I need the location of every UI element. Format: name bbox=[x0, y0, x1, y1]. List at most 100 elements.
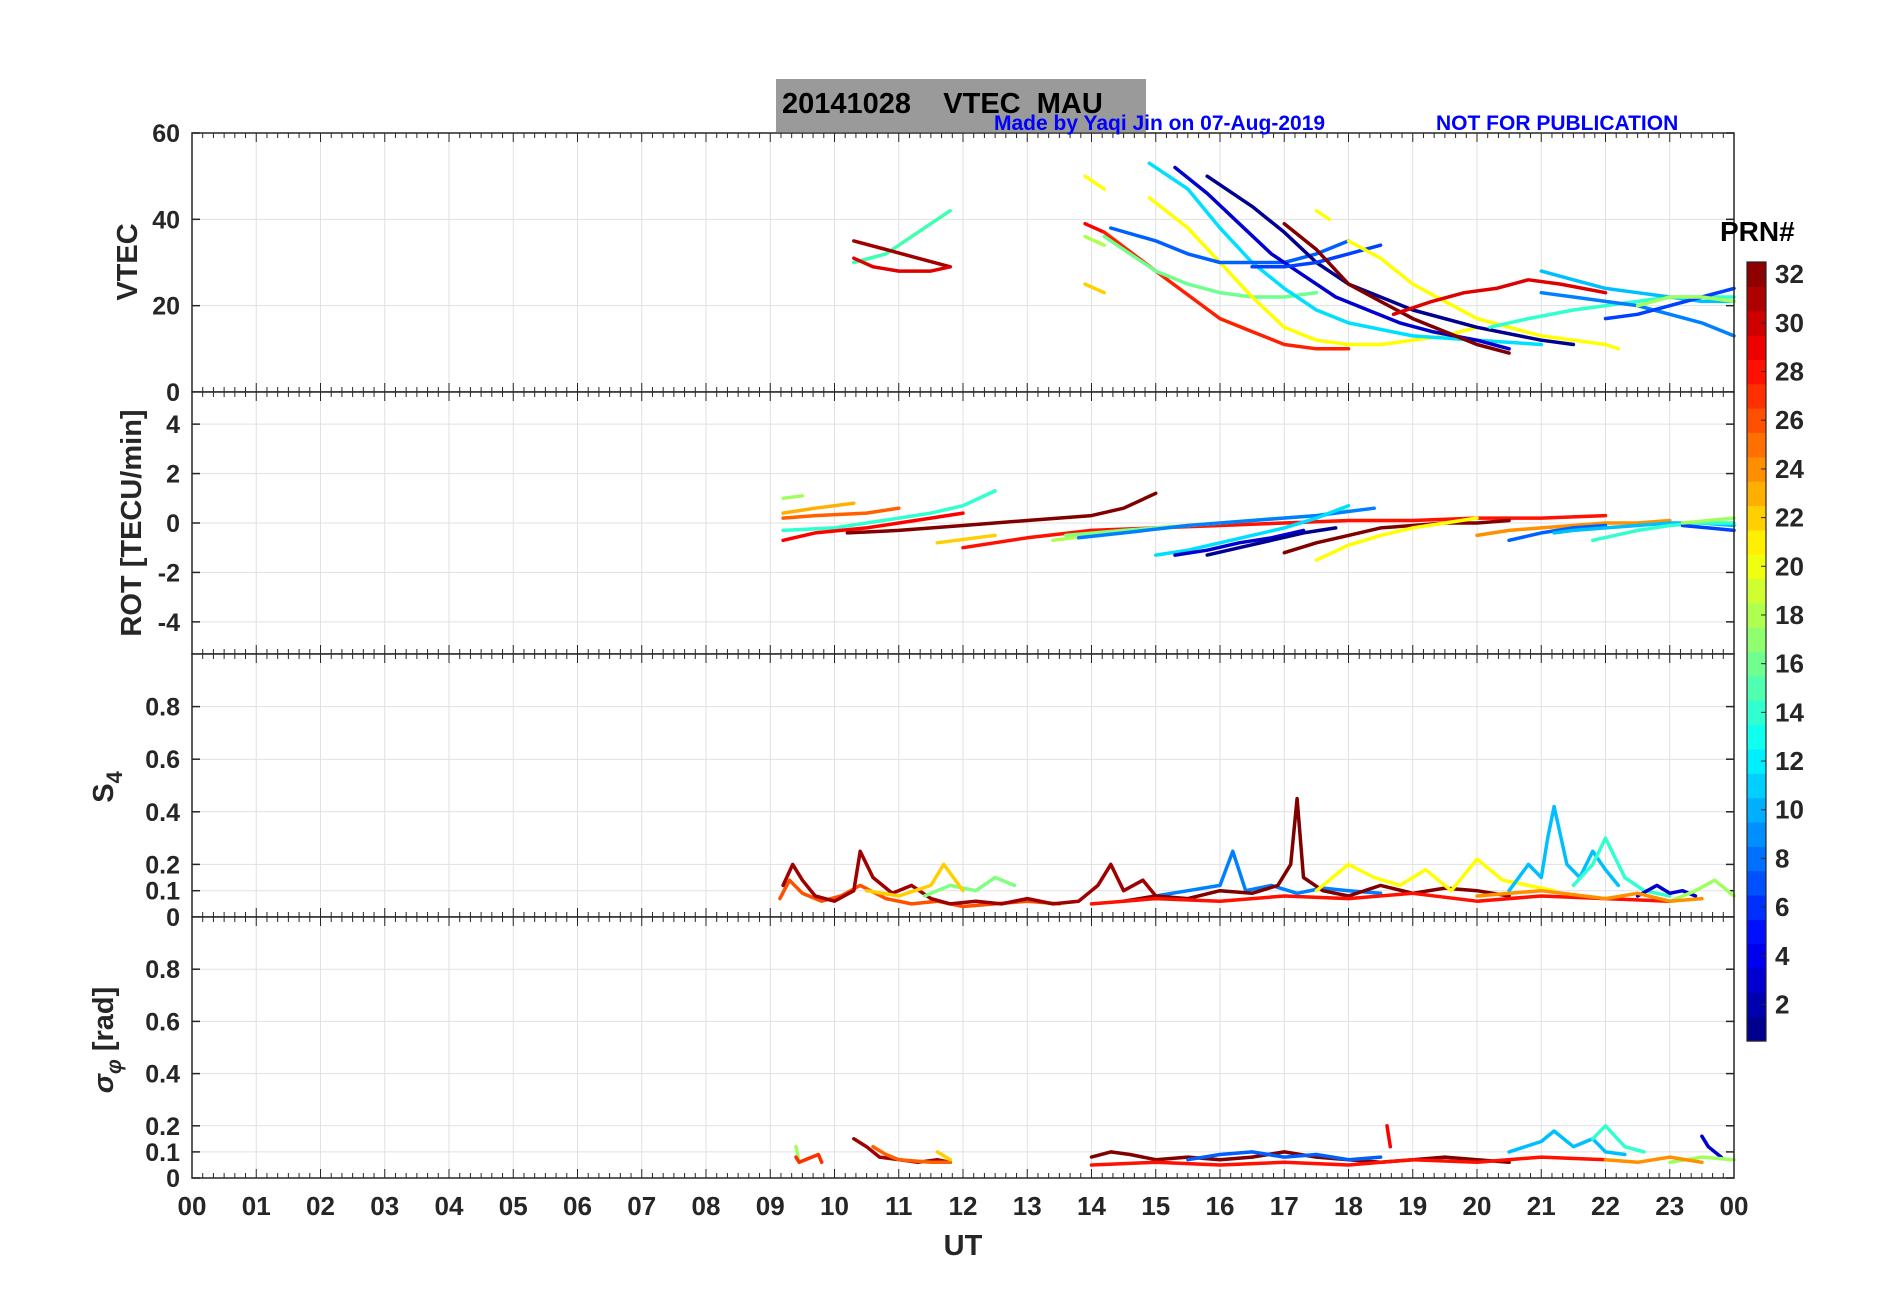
rot-series-line-14 bbox=[1282, 518, 1511, 555]
rot-series-line-12 bbox=[1173, 528, 1306, 557]
xtick-label: 00 bbox=[1720, 1191, 1749, 1221]
s4-series-line-2 bbox=[922, 875, 1017, 898]
colorbar-tick-label: 8 bbox=[1775, 843, 1789, 873]
colorbar-tick-label: 24 bbox=[1775, 454, 1804, 484]
colorbar-segment bbox=[1747, 286, 1766, 312]
sigphi-series-line-1 bbox=[794, 1152, 824, 1165]
rot-series-line-1 bbox=[781, 501, 856, 515]
rot-series-line-13 bbox=[1205, 526, 1338, 557]
xtick-label: 04 bbox=[435, 1191, 464, 1221]
sigphi-series-line-5 bbox=[1089, 1150, 1511, 1165]
vtec-series-line-4 bbox=[1083, 282, 1107, 295]
vtec-series-line-15 bbox=[1282, 221, 1511, 355]
vtec-series-line-1 bbox=[852, 239, 952, 269]
xtick-label: 03 bbox=[370, 1191, 399, 1221]
colorbar-segment bbox=[1747, 359, 1766, 385]
sigphi-series-line-6 bbox=[1186, 1150, 1383, 1162]
colorbar-segment bbox=[1747, 481, 1766, 507]
vtec-series-line-17 bbox=[1346, 239, 1621, 351]
rot-series-line-4 bbox=[781, 511, 965, 543]
sigphi-ytick-label: 0.2 bbox=[145, 1113, 180, 1141]
colorbar-segment bbox=[1747, 919, 1766, 945]
rot-ytick-label: -4 bbox=[158, 609, 180, 637]
rot-ytick-label: 2 bbox=[166, 461, 180, 489]
colorbar-tick-label: 30 bbox=[1775, 308, 1804, 338]
xtick-label: 11 bbox=[885, 1191, 913, 1221]
s4-ytick-label: 0.2 bbox=[145, 851, 180, 879]
s4-ytick-label: 0.1 bbox=[145, 878, 180, 906]
colorbar-tick-label: 4 bbox=[1775, 941, 1790, 971]
colorbar-segment bbox=[1747, 894, 1766, 920]
xtick-label: 05 bbox=[499, 1191, 528, 1221]
sigphi-series-line-11 bbox=[1700, 1134, 1723, 1159]
colorbar-segment bbox=[1747, 870, 1766, 896]
s4-series-line-11 bbox=[1089, 891, 1672, 906]
vtec-series-line-3 bbox=[1083, 174, 1107, 191]
title-box bbox=[776, 79, 1146, 132]
s4-series-line-7 bbox=[1507, 804, 1621, 893]
rot-series-line-0 bbox=[781, 494, 805, 501]
xtick-label: 06 bbox=[563, 1191, 592, 1221]
xtick-label: 16 bbox=[1206, 1191, 1235, 1221]
xtick-label: 20 bbox=[1463, 1191, 1492, 1221]
vtec-series-line-14 bbox=[1250, 243, 1383, 269]
s4-ytick-label: 0.8 bbox=[145, 694, 180, 722]
colorbar-segment bbox=[1747, 700, 1766, 726]
rot-series-line-15 bbox=[1314, 516, 1479, 562]
s4-series-line-3 bbox=[864, 862, 965, 898]
colorbar-tick-label: 2 bbox=[1775, 989, 1789, 1019]
colorbar-segment bbox=[1747, 846, 1766, 872]
colorbar-segment bbox=[1747, 383, 1766, 409]
s4-series-line-4 bbox=[1154, 849, 1383, 898]
colorbar-segment bbox=[1747, 651, 1766, 677]
vtec-series-line-2 bbox=[852, 256, 952, 273]
vtec-series-line-23 bbox=[1635, 295, 1736, 308]
sigphi-series-line-4 bbox=[935, 1150, 952, 1162]
colorbar-tick-label: 32 bbox=[1775, 259, 1804, 289]
colorbar-segment bbox=[1747, 992, 1766, 1018]
xtick-label: 17 bbox=[1270, 1191, 1299, 1221]
vtec-series-line-22 bbox=[1603, 286, 1736, 321]
colorbar-segment bbox=[1747, 797, 1766, 823]
rot-series-line-21 bbox=[1680, 516, 1736, 525]
s4-ylabel: S4 bbox=[88, 770, 127, 802]
vtec-series-line-9 bbox=[1147, 196, 1479, 347]
colorbar-title: PRN# bbox=[1720, 216, 1795, 247]
sigphi-series-line-8 bbox=[1089, 1155, 1608, 1167]
s4-ytick-label: 0 bbox=[166, 904, 180, 932]
vtec-ytick-label: 40 bbox=[152, 206, 180, 234]
colorbar-segment bbox=[1747, 554, 1766, 580]
colorbar-tick-label: 22 bbox=[1775, 503, 1804, 533]
rot-ytick-label: 4 bbox=[166, 411, 180, 439]
chart-title: 20141028 VTEC MAU bbox=[782, 88, 1103, 120]
colorbar-tick-label: 16 bbox=[1775, 649, 1804, 679]
rot-ylabel: ROT [TECU/min] bbox=[116, 409, 148, 636]
vtec-series-line-8 bbox=[1102, 234, 1319, 299]
rot-series-line-20 bbox=[1680, 523, 1736, 533]
colorbar-segment bbox=[1747, 602, 1766, 628]
colorbar-segment bbox=[1747, 578, 1766, 604]
colorbar-segment bbox=[1747, 529, 1766, 555]
s4-ytick-label: 0.4 bbox=[145, 799, 180, 827]
rot-series-line-2 bbox=[781, 506, 901, 520]
colorbar-segment bbox=[1747, 967, 1766, 993]
colorbar-segment bbox=[1747, 943, 1766, 969]
colorbar-segment bbox=[1747, 627, 1766, 653]
sigphi-ytick-label: 0.1 bbox=[145, 1139, 180, 1167]
vtec-series-line-16 bbox=[1314, 208, 1331, 222]
rot-ytick-label: 0 bbox=[166, 510, 180, 538]
vtec-ytick-label: 60 bbox=[152, 120, 180, 148]
xtick-label: 01 bbox=[242, 1191, 271, 1221]
sigphi-series-line-9 bbox=[1507, 1129, 1627, 1157]
vtec-series-line-13 bbox=[1205, 174, 1576, 347]
colorbar-tick-label: 10 bbox=[1775, 795, 1804, 825]
notice-text: NOT FOR PUBLICATION bbox=[1436, 112, 1679, 135]
xtick-label: 07 bbox=[627, 1191, 656, 1221]
vtec-series-line-10 bbox=[1147, 161, 1544, 347]
sigphi-axes-frame bbox=[191, 916, 1735, 1179]
rot-series-line-17 bbox=[1507, 523, 1608, 543]
rot-series-line-11 bbox=[1154, 503, 1351, 557]
rot-series-line-16 bbox=[1475, 518, 1672, 538]
xtick-label: 09 bbox=[756, 1191, 785, 1221]
s4-series-line-12 bbox=[1475, 888, 1704, 903]
